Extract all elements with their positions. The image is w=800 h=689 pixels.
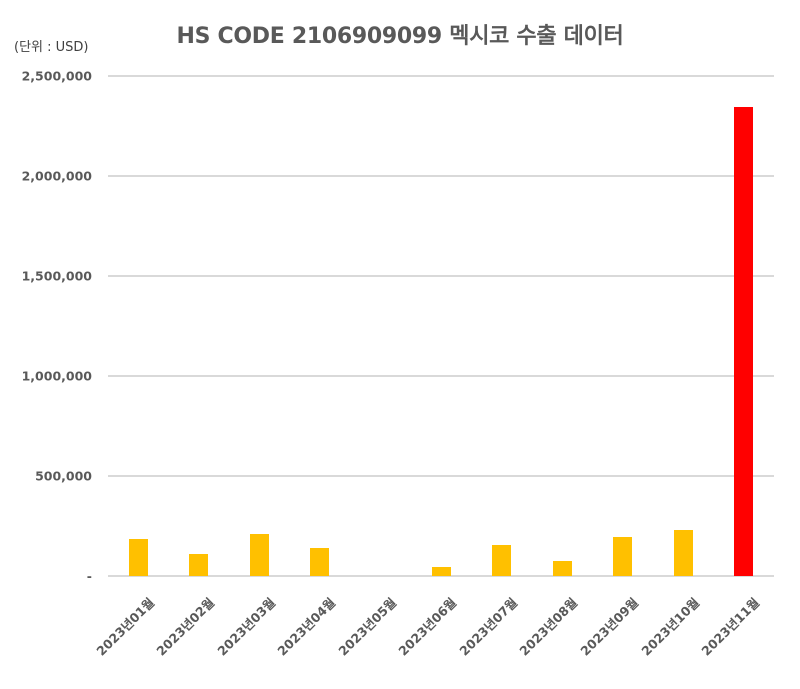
y-tick-label: 2,500,000 bbox=[21, 68, 92, 84]
x-tick-label: 2023년11월 bbox=[698, 594, 763, 659]
bar-2023년11월 bbox=[734, 107, 754, 576]
x-tick-label: 2023년06월 bbox=[395, 594, 460, 659]
gridline bbox=[108, 75, 774, 77]
gridline bbox=[108, 575, 774, 577]
x-tick-label: 2023년08월 bbox=[516, 594, 581, 659]
x-tick-label: 2023년09월 bbox=[577, 594, 642, 659]
bar-2023년01월 bbox=[128, 539, 148, 576]
bar-2023년09월 bbox=[613, 537, 633, 576]
bar-2023년04월 bbox=[310, 548, 330, 576]
x-tick-label: 2023년07월 bbox=[456, 594, 521, 659]
x-tick-label: 2023년01월 bbox=[93, 594, 157, 659]
gridline bbox=[108, 475, 774, 477]
x-tick-label: 2023년02월 bbox=[153, 594, 218, 659]
bar-2023년07월 bbox=[492, 545, 512, 576]
bar-2023년08월 bbox=[552, 561, 572, 576]
x-tick-label: 2023년10월 bbox=[638, 594, 702, 659]
gridline bbox=[108, 175, 774, 177]
y-tick-label: 1,000,000 bbox=[21, 368, 92, 384]
y-tick-label: 500,000 bbox=[35, 468, 92, 484]
unit-label: (단위 : USD) bbox=[14, 40, 89, 55]
chart-title: HS CODE 2106909099 멕시코 수출 데이터 bbox=[176, 24, 624, 49]
gridline bbox=[108, 275, 774, 277]
y-tick-label: 2,000,000 bbox=[21, 168, 92, 184]
y-tick-label: - bbox=[86, 568, 92, 584]
x-tick-label: 2023년04월 bbox=[274, 594, 339, 659]
x-tick-label: 2023년03월 bbox=[214, 594, 278, 659]
bar-2023년06월 bbox=[431, 567, 451, 576]
bar-2023년10월 bbox=[673, 530, 693, 576]
y-tick-label: 1,500,000 bbox=[21, 268, 92, 284]
gridline bbox=[108, 375, 774, 377]
x-tick-label: 2023년05월 bbox=[335, 594, 400, 659]
plot-area bbox=[108, 75, 774, 577]
bar-2023년03월 bbox=[249, 534, 269, 576]
bar-2023년02월 bbox=[189, 554, 209, 576]
